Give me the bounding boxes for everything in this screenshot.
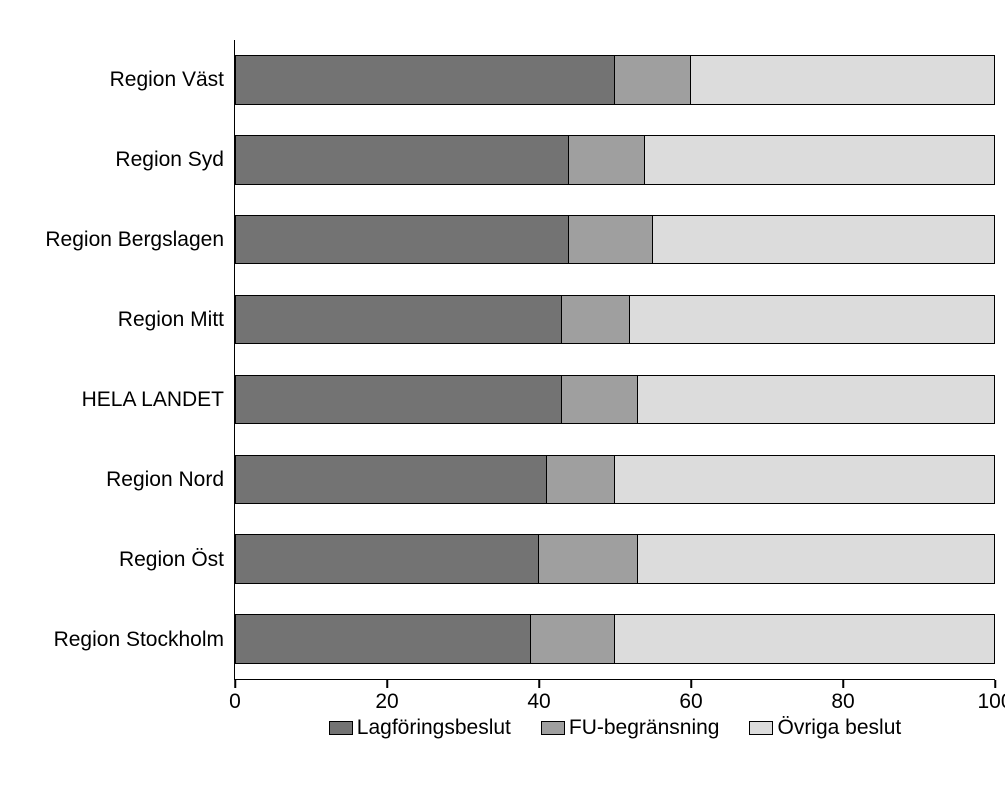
bar-segment bbox=[235, 375, 562, 425]
bar-segment bbox=[562, 295, 630, 345]
axis-spacer bbox=[30, 680, 235, 716]
bar-segment bbox=[638, 534, 995, 584]
bar-segment bbox=[562, 375, 638, 425]
bar-slot bbox=[235, 280, 995, 360]
x-tick bbox=[234, 680, 236, 688]
stacked-bar-chart: Region Väst Region Syd Region Bergslagen… bbox=[20, 20, 1005, 774]
plot-row: Region Väst Region Syd Region Bergslagen… bbox=[30, 40, 995, 680]
bar bbox=[235, 614, 995, 664]
y-label: Region Öst bbox=[30, 520, 234, 600]
y-label: Region Mitt bbox=[30, 280, 234, 360]
legend-item: FU-begränsning bbox=[541, 716, 720, 740]
y-axis-labels: Region Väst Region Syd Region Bergslagen… bbox=[30, 40, 235, 680]
bar-segment bbox=[653, 215, 995, 265]
bar-segment bbox=[235, 614, 531, 664]
bar-segment bbox=[630, 295, 995, 345]
legend-item: Lagföringsbeslut bbox=[329, 716, 511, 740]
bar-slot bbox=[235, 200, 995, 280]
bar-segment bbox=[691, 55, 995, 105]
bar bbox=[235, 215, 995, 265]
bar-segment bbox=[539, 534, 638, 584]
bar-segment bbox=[235, 215, 569, 265]
bar bbox=[235, 55, 995, 105]
bar bbox=[235, 534, 995, 584]
x-tick-label: 60 bbox=[679, 690, 702, 714]
bar bbox=[235, 375, 995, 425]
x-tick-label: 100 bbox=[977, 690, 1005, 714]
y-label: Region Nord bbox=[30, 440, 234, 520]
y-label: Region Syd bbox=[30, 120, 234, 200]
bar-segment bbox=[615, 614, 995, 664]
bar-segment bbox=[615, 455, 995, 505]
bar-segment bbox=[235, 135, 569, 185]
legend-item: Övriga beslut bbox=[749, 716, 901, 740]
legend-label: Övriga beslut bbox=[777, 716, 901, 740]
x-tick bbox=[842, 680, 844, 688]
legend: Lagföringsbeslut FU-begränsning Övriga b… bbox=[235, 716, 995, 740]
bar bbox=[235, 295, 995, 345]
bar-segment bbox=[235, 455, 547, 505]
x-axis-row: 020406080100 bbox=[30, 680, 995, 716]
legend-swatch bbox=[749, 721, 773, 735]
bar-segment bbox=[569, 135, 645, 185]
bar-segment bbox=[569, 215, 653, 265]
bar-slot bbox=[235, 360, 995, 440]
bar-slot bbox=[235, 439, 995, 519]
y-label: HELA LANDET bbox=[30, 360, 234, 440]
y-label: Region Stockholm bbox=[30, 600, 234, 680]
bar-segment bbox=[235, 55, 615, 105]
bar-segment bbox=[638, 375, 995, 425]
x-tick bbox=[538, 680, 540, 688]
legend-swatch bbox=[329, 721, 353, 735]
x-axis: 020406080100 bbox=[235, 680, 995, 716]
x-tick-label: 80 bbox=[831, 690, 854, 714]
legend-label: FU-begränsning bbox=[569, 716, 720, 740]
x-tick bbox=[386, 680, 388, 688]
x-tick bbox=[690, 680, 692, 688]
bar-slot bbox=[235, 599, 995, 679]
legend-label: Lagföringsbeslut bbox=[357, 716, 511, 740]
bar-segment bbox=[235, 534, 539, 584]
y-label: Region Bergslagen bbox=[30, 200, 234, 280]
y-label: Region Väst bbox=[30, 40, 234, 120]
bars-container bbox=[235, 40, 995, 679]
bar-segment bbox=[235, 295, 562, 345]
bar-segment bbox=[531, 614, 615, 664]
x-tick-label: 40 bbox=[527, 690, 550, 714]
x-tick bbox=[994, 680, 996, 688]
bar-segment bbox=[645, 135, 995, 185]
x-tick-label: 0 bbox=[229, 690, 241, 714]
bar-slot bbox=[235, 40, 995, 120]
bar bbox=[235, 135, 995, 185]
bar-slot bbox=[235, 120, 995, 200]
plot-area bbox=[235, 40, 995, 680]
bar bbox=[235, 455, 995, 505]
bar-slot bbox=[235, 519, 995, 599]
legend-swatch bbox=[541, 721, 565, 735]
bar-segment bbox=[547, 455, 615, 505]
bar-segment bbox=[615, 55, 691, 105]
x-tick-label: 20 bbox=[375, 690, 398, 714]
